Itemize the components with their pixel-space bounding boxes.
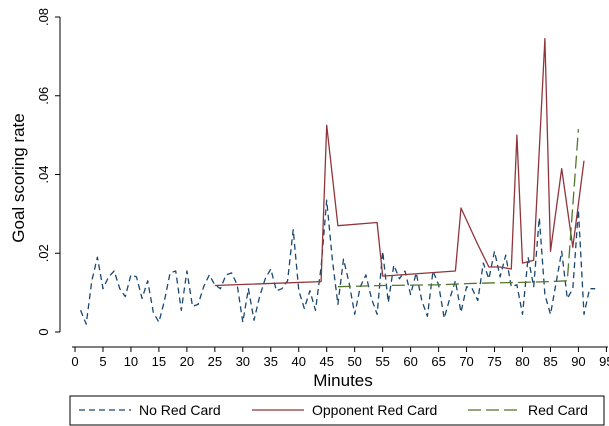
x-tick-label: 85 bbox=[543, 354, 557, 369]
series-red-card bbox=[337, 129, 580, 288]
y-tick-label: .06 bbox=[36, 87, 51, 105]
legend: No Red Card Opponent Red Card Red Card bbox=[69, 395, 605, 426]
x-tick-label: 90 bbox=[571, 354, 585, 369]
x-tick-label: 20 bbox=[180, 354, 194, 369]
series-no-red-card bbox=[79, 199, 596, 325]
x-tick-label: 75 bbox=[487, 354, 501, 369]
x-tick-label: 45 bbox=[319, 354, 333, 369]
x-tick-label: 55 bbox=[375, 354, 389, 369]
y-tick-label: .02 bbox=[36, 244, 51, 262]
legend-label-opponent-red-card: Opponent Red Card bbox=[312, 402, 437, 418]
x-tick-label: 60 bbox=[403, 354, 417, 369]
y-tick-label: .04 bbox=[36, 165, 51, 183]
x-axis-label: Minutes bbox=[313, 371, 373, 390]
x-tick-label: 10 bbox=[124, 354, 138, 369]
x-tick-label: 65 bbox=[431, 354, 445, 369]
series-group bbox=[79, 38, 596, 325]
x-tick-label: 0 bbox=[71, 354, 78, 369]
series-opponent-red-card bbox=[214, 38, 585, 287]
legend-items: No Red Card Opponent Red Card Red Card bbox=[79, 402, 588, 418]
y-axis-label: Goal scoring rate bbox=[9, 113, 28, 242]
y-tick-label: 0 bbox=[36, 328, 51, 335]
y-tick-label: .08 bbox=[36, 8, 51, 26]
legend-label-red-card: Red Card bbox=[528, 402, 588, 418]
y-axis-ticks: 0 .02 .04 .06 .08 bbox=[36, 8, 60, 336]
x-tick-label: 40 bbox=[292, 354, 306, 369]
x-tick-label: 50 bbox=[347, 354, 361, 369]
legend-label-no-red-card: No Red Card bbox=[139, 402, 221, 418]
x-tick-label: 35 bbox=[264, 354, 278, 369]
x-tick-label: 25 bbox=[208, 354, 222, 369]
x-tick-label: 95 bbox=[599, 354, 609, 369]
x-tick-label: 70 bbox=[459, 354, 473, 369]
x-tick-label: 5 bbox=[99, 354, 106, 369]
x-axis-ticks: 0 5 10 15 20 25 30 35 40 45 50 55 60 65 70 75 80 85 90 95 bbox=[71, 347, 609, 369]
x-tick-label: 15 bbox=[152, 354, 166, 369]
x-tick-label: 80 bbox=[515, 354, 529, 369]
x-tick-label: 30 bbox=[236, 354, 250, 369]
